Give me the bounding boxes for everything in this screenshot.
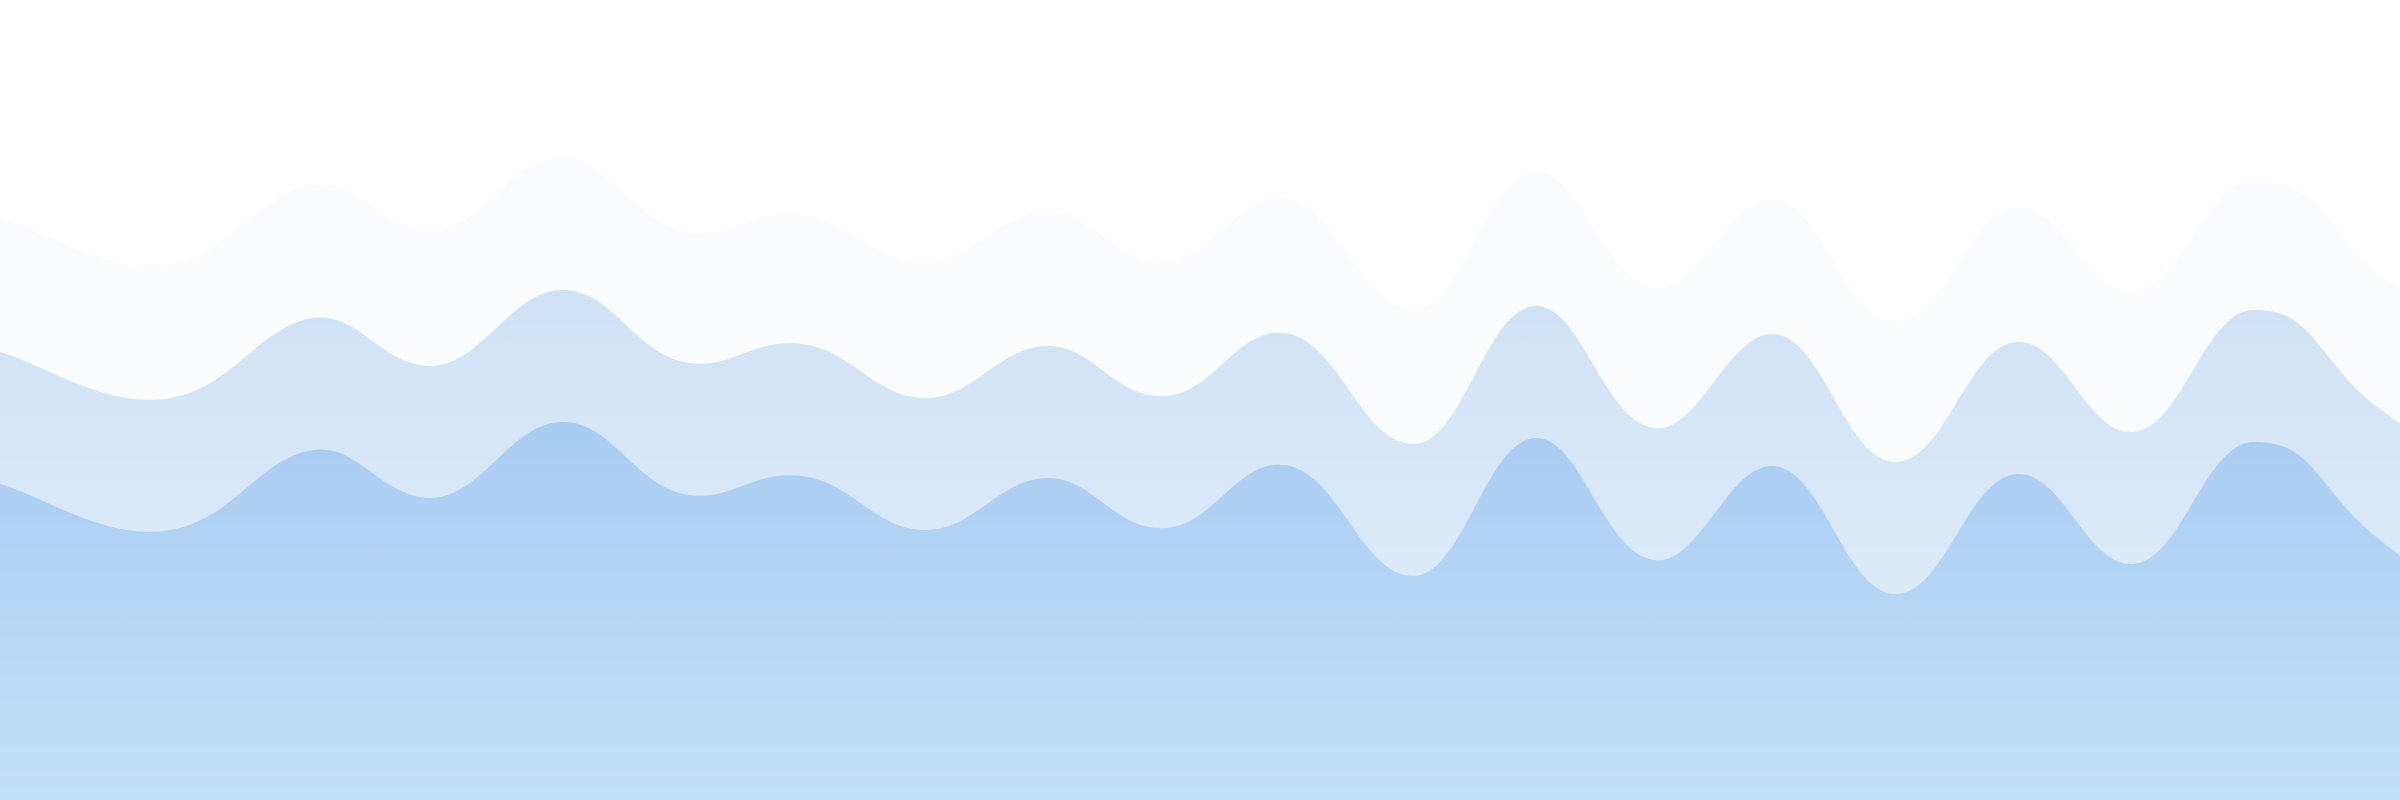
front-wave	[0, 421, 2400, 800]
